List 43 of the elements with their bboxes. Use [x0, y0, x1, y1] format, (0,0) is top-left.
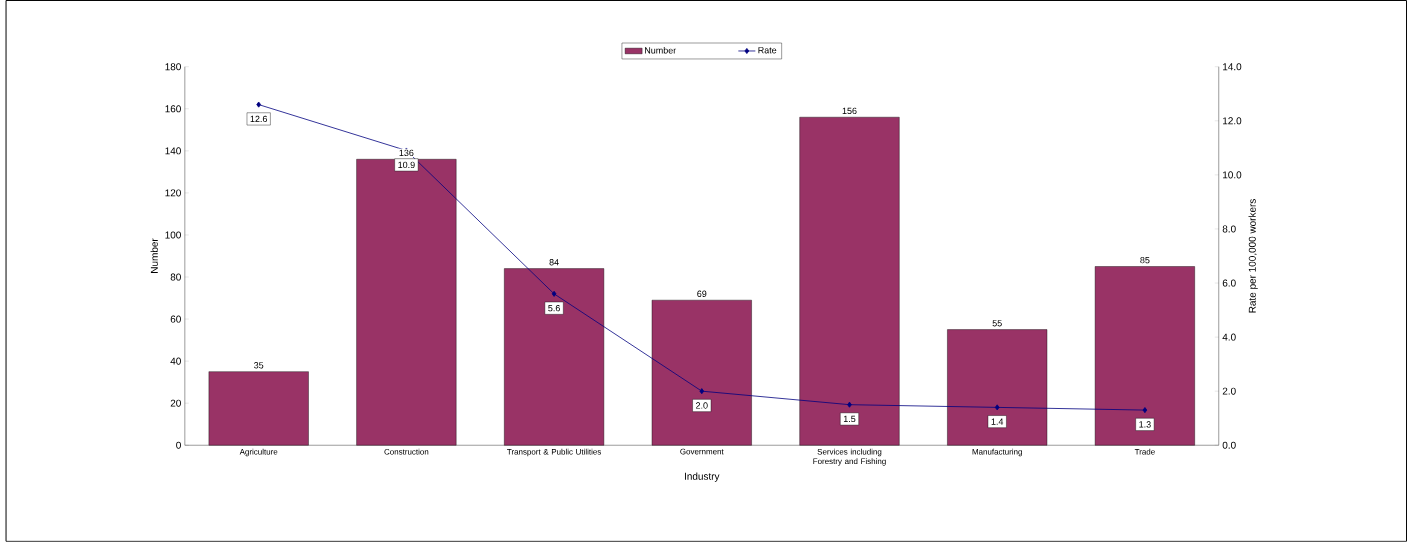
point: [1142, 407, 1148, 414]
y-tick-label: 0: [176, 441, 181, 449]
y-tick-label: 80: [170, 273, 181, 281]
legend-label: Rate: [758, 47, 777, 54]
y2-tick-label: 0.0: [1222, 441, 1236, 449]
point: [847, 401, 852, 408]
y2-tick-label: 6.0: [1222, 279, 1236, 287]
legend-label: Number: [645, 47, 677, 54]
y2-axis-title: Rate per 100,000 workers: [1248, 199, 1258, 313]
data-label: 84: [549, 259, 559, 266]
data-label: 55: [992, 320, 1002, 327]
data-label: 156: [842, 107, 857, 115]
y2-tick-label: 8.0: [1222, 225, 1236, 233]
point: [551, 290, 557, 297]
y-tick-label: 180: [165, 63, 181, 71]
y-tick-label: 40: [170, 357, 181, 365]
point: [699, 388, 705, 395]
y-tick-label: 120: [165, 189, 181, 197]
data-label: 1.4: [991, 418, 1004, 425]
data-label: 1.3: [1139, 421, 1151, 428]
data-label: 35: [254, 362, 264, 369]
data-label: 69: [697, 290, 707, 298]
y2-tick-label: 10.0: [1223, 171, 1242, 179]
point: [256, 101, 262, 108]
y2-tick-label: 2.0: [1222, 387, 1236, 395]
y2-tick-label: 14.0: [1223, 63, 1242, 71]
data-label: 136: [399, 149, 414, 157]
y-tick-label: 60: [170, 315, 181, 323]
y2-tick-label: 4.0: [1222, 333, 1236, 341]
data-label: 2.0: [696, 402, 708, 409]
data-label: 5.6: [548, 305, 560, 312]
y-tick-label: 160: [165, 105, 181, 113]
y-axis-title: Number: [150, 238, 158, 273]
y-tick-label: 140: [165, 147, 181, 155]
y-tick-label: 100: [165, 231, 181, 239]
data-label: 10.9: [398, 161, 415, 169]
data-label: 1.5: [843, 415, 856, 423]
point: [994, 404, 1000, 411]
data-label: 85: [1140, 257, 1150, 264]
data-label: 12.6: [250, 115, 268, 123]
x-axis-title: Industry: [685, 472, 720, 482]
y2-tick-label: 12.0: [1223, 117, 1242, 125]
y-tick-label: 20: [170, 399, 181, 407]
